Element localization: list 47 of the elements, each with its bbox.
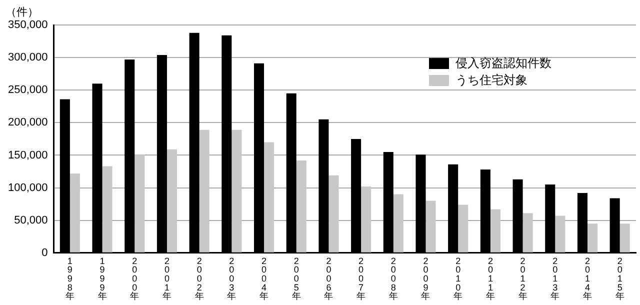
bar	[458, 204, 468, 252]
x-tick-label: 2007年	[356, 256, 366, 302]
bar	[587, 224, 598, 252]
x-tick-label: 2014年	[582, 256, 592, 302]
y-tick-label: 100,000	[8, 182, 48, 194]
legend-label: 侵入窃盗認知件数	[455, 55, 552, 72]
y-tick-label: 0	[42, 246, 48, 259]
x-tick-label: 2012年	[518, 256, 528, 302]
x-tick-label: 2004年	[260, 256, 269, 302]
y-tick-label: 50,000	[14, 214, 48, 226]
y-tick-label: 300,000	[8, 52, 48, 64]
bar	[426, 200, 436, 252]
x-tick-label: 2000年	[130, 256, 140, 302]
x-tick-label: 1998年	[65, 256, 74, 302]
y-tick-label: 150,000	[8, 149, 48, 162]
legend-label: うち住宅対象	[455, 72, 528, 89]
x-tick-label: 2011年	[486, 256, 495, 302]
bar	[70, 173, 80, 252]
x-tick-label: 2010年	[454, 256, 463, 302]
bar	[490, 209, 500, 252]
x-tick-label: 2005年	[292, 256, 301, 302]
bar	[166, 149, 178, 252]
x-tick-label: 2006年	[324, 256, 334, 302]
y-tick-label: 250,000	[8, 84, 48, 96]
x-tick-label: 2015年	[615, 256, 624, 302]
bar	[361, 186, 372, 252]
x-tick-label: 2001年	[162, 256, 172, 302]
y-tick-label: 200,000	[8, 116, 48, 129]
bar	[134, 154, 145, 252]
bar	[555, 216, 566, 252]
y-axis-title: （件）	[5, 5, 38, 18]
x-tick-label: 1999年	[98, 256, 107, 302]
x-tick-label: 2009年	[421, 256, 430, 302]
bar	[102, 166, 112, 252]
bar	[199, 130, 210, 252]
x-tick-label: 2002年	[194, 256, 204, 302]
bar	[264, 142, 274, 252]
x-tick-label: 2003年	[227, 256, 236, 302]
bar	[328, 175, 339, 252]
bar	[620, 224, 630, 252]
x-tick-label: 2013年	[550, 256, 560, 302]
y-tick-label: 350,000	[8, 19, 48, 32]
x-tick-label: 2008年	[388, 256, 398, 302]
bar	[296, 160, 306, 252]
bar	[393, 194, 404, 252]
bar	[232, 130, 242, 252]
bar	[522, 213, 533, 252]
